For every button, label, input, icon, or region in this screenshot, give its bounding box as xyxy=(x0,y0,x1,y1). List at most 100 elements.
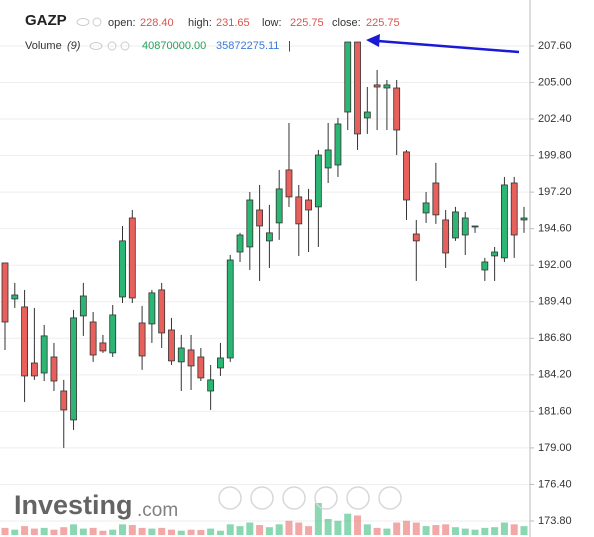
volume-bar xyxy=(520,526,528,535)
candle-body xyxy=(481,261,489,271)
volume-bar xyxy=(30,528,38,535)
candle-body xyxy=(305,199,312,211)
volume-bar xyxy=(432,525,440,535)
candle-body xyxy=(187,349,195,367)
volume-period: (9) xyxy=(67,40,81,52)
ohlc-value: 225.75 xyxy=(366,17,400,29)
candle-body xyxy=(168,329,175,362)
candle-body xyxy=(285,169,293,198)
volume-bar xyxy=(246,522,254,535)
candle-body xyxy=(442,219,450,254)
toolbar-button[interactable] xyxy=(218,486,242,510)
toolbar-button[interactable] xyxy=(282,486,306,510)
toolbar-button[interactable] xyxy=(250,486,274,510)
candle-body xyxy=(363,111,371,119)
candle-body xyxy=(452,211,459,239)
candle-body xyxy=(275,188,283,224)
eye-icon[interactable] xyxy=(76,18,90,26)
arrow-shaft xyxy=(377,39,520,54)
candle-body xyxy=(432,182,440,216)
toolbar-button[interactable] xyxy=(346,486,370,510)
volume-bar xyxy=(21,526,29,535)
candle-body xyxy=(40,335,48,374)
candle-body xyxy=(403,151,410,201)
toolbar xyxy=(218,486,402,510)
volume-bar xyxy=(11,529,19,535)
volume-bar xyxy=(500,522,508,535)
volume-bar xyxy=(412,522,420,535)
ohlc-value: 225.75 xyxy=(290,17,324,29)
candle-body xyxy=(412,233,420,242)
ohlc-value: 228.40 xyxy=(140,17,174,29)
volume-bar xyxy=(275,524,283,535)
candle-body xyxy=(373,84,381,88)
volume-bar xyxy=(265,527,273,535)
y-tick-label: 192.00 xyxy=(538,259,572,271)
volume-bar xyxy=(236,526,244,535)
candle-body xyxy=(324,149,332,169)
y-tick-label: 199.80 xyxy=(538,149,572,161)
candle-body xyxy=(471,225,479,228)
price-axis: 173.80 176.40 179.00 181.60 184.20 186.80 189.… xyxy=(530,40,572,527)
volume-value: 40870000.00 xyxy=(142,40,206,52)
volume-bar xyxy=(79,528,87,535)
volume-bar xyxy=(109,529,117,535)
volume-bar xyxy=(138,527,146,535)
volume-bar xyxy=(226,524,234,535)
candle-body xyxy=(177,347,185,363)
candle-body xyxy=(422,202,430,214)
y-tick-label: 184.20 xyxy=(538,369,572,381)
candle-body xyxy=(461,217,469,236)
candle-body xyxy=(99,342,107,352)
candle-body xyxy=(491,251,499,257)
volume-bar xyxy=(295,522,303,535)
candle-body xyxy=(60,390,68,411)
candle-body xyxy=(236,234,244,253)
y-tick-label: 197.20 xyxy=(538,186,572,198)
eye-icon[interactable] xyxy=(89,42,103,50)
ohlc-label: low: xyxy=(262,17,282,29)
volume-bar xyxy=(373,527,381,535)
y-tick-label: 176.40 xyxy=(538,478,572,490)
candle-body xyxy=(383,84,391,89)
candle-body xyxy=(510,182,518,236)
volume-bar xyxy=(491,527,499,535)
candle-body xyxy=(89,321,97,356)
candle-body xyxy=(217,357,224,369)
ohlc-label: high: xyxy=(188,17,212,29)
volume-bar xyxy=(167,529,175,535)
candle-body xyxy=(226,259,234,359)
volume-bar xyxy=(89,527,97,535)
volume-bar xyxy=(70,524,78,535)
volume-bar xyxy=(354,515,362,535)
candle-body xyxy=(354,41,361,135)
toolbar-button[interactable] xyxy=(314,486,338,510)
volume-bar xyxy=(197,530,205,535)
watermark-suffix: .com xyxy=(137,500,178,521)
candle-body xyxy=(158,289,166,334)
volume-bar xyxy=(256,525,264,535)
candle-body xyxy=(295,196,303,225)
volume-bar xyxy=(383,528,391,535)
settings-icon[interactable] xyxy=(107,41,117,51)
candle-body xyxy=(79,295,87,317)
candle-body xyxy=(393,87,401,131)
volume-bar xyxy=(471,529,479,535)
toolbar-button[interactable] xyxy=(378,486,402,510)
arrow-head xyxy=(366,34,380,47)
volume-bar xyxy=(128,525,136,535)
candle-body xyxy=(314,154,322,208)
candle-body xyxy=(70,317,77,421)
watermark-brand: Investing xyxy=(14,490,133,520)
candle-body xyxy=(1,262,9,323)
close-icon[interactable] xyxy=(120,41,130,51)
y-tick-label: 205.00 xyxy=(538,76,572,88)
volume-bar xyxy=(177,530,185,535)
watermark: Investing .com xyxy=(14,490,178,521)
volume-bar xyxy=(510,524,518,535)
candle-body xyxy=(334,123,342,166)
settings-icon[interactable] xyxy=(92,17,102,27)
volume-bar xyxy=(481,527,489,535)
